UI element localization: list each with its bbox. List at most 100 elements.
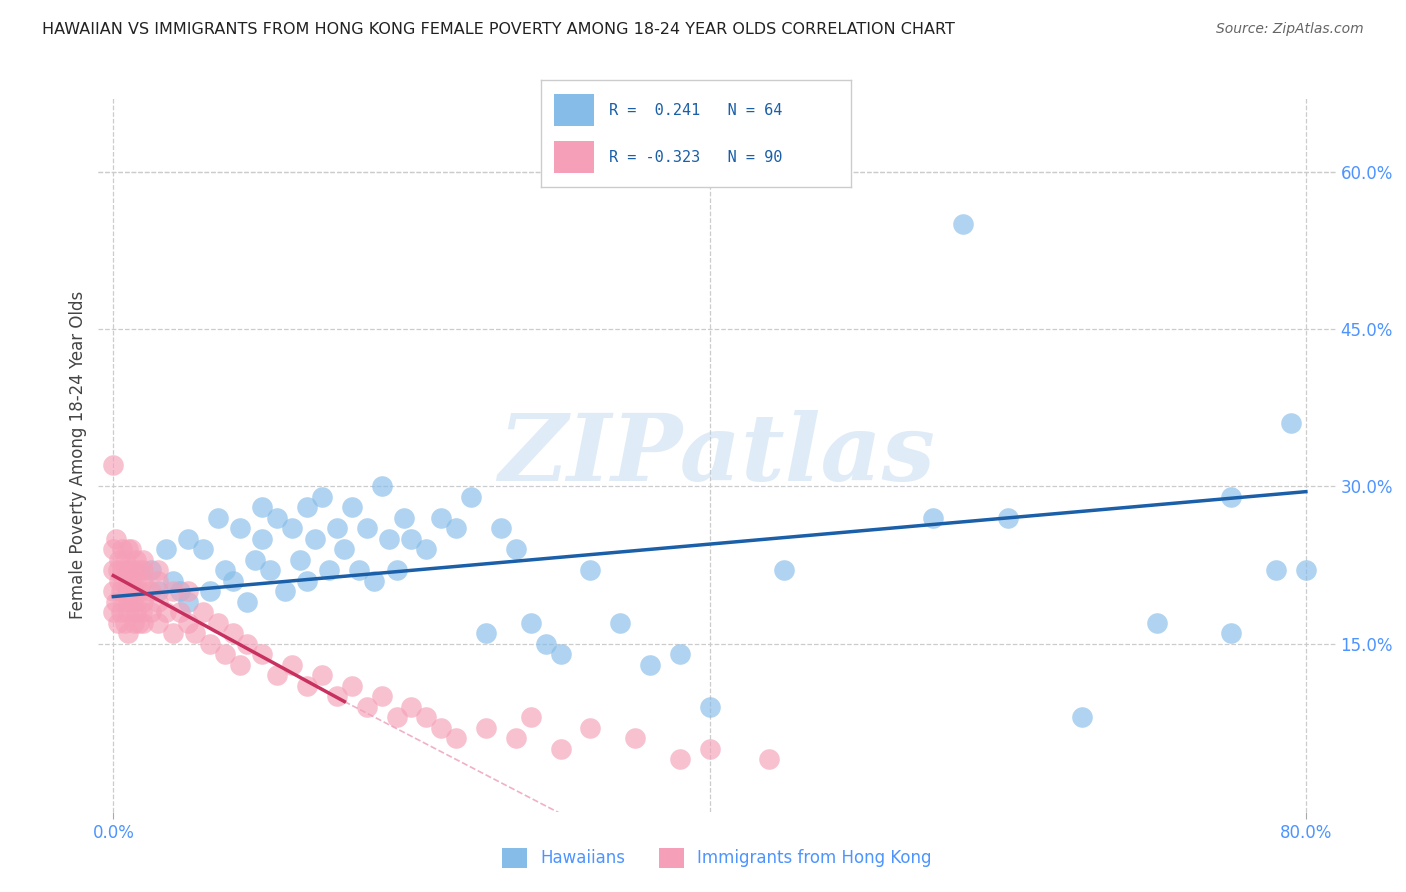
Point [281,521,304,535]
Point [117,605,139,619]
Point [162,584,184,599]
Point [105,532,128,546]
Point [132,563,155,577]
Point [115,584,138,599]
Point [125,605,148,619]
Point [475,721,498,735]
Point [1265,563,1288,577]
Point [243,553,266,567]
Point [112,574,135,588]
Text: R = -0.323   N = 90: R = -0.323 N = 90 [609,150,783,165]
Point [103,563,125,577]
Point [110,605,132,619]
Point [146,584,169,599]
Point [505,542,527,557]
Point [326,690,349,704]
Point [236,637,259,651]
Point [311,490,333,504]
Point [489,521,512,535]
Point [505,731,527,746]
Y-axis label: Female Poverty Among 18-24 Year Olds: Female Poverty Among 18-24 Year Olds [69,291,87,619]
Point [579,563,602,577]
Text: HAWAIIAN VS IMMIGRANTS FROM HONG KONG FEMALE POVERTY AMONG 18-24 YEAR OLDS CORRE: HAWAIIAN VS IMMIGRANTS FROM HONG KONG FE… [42,22,955,37]
Point [108,553,131,567]
Point [221,626,243,640]
Point [139,584,162,599]
Point [117,563,139,577]
Point [266,668,288,682]
Point [207,615,229,630]
Point [252,532,274,546]
Point [214,648,236,662]
Point [139,563,162,577]
Point [114,615,136,630]
Point [105,595,128,609]
Point [146,615,169,630]
Point [122,615,145,630]
Point [155,605,177,619]
Point [177,595,200,609]
Point [333,542,356,557]
Point [103,584,125,599]
Point [392,511,415,525]
Point [385,563,408,577]
Point [1146,615,1168,630]
Point [112,595,135,609]
Point [169,584,191,599]
Point [132,595,155,609]
Point [266,511,288,525]
Point [103,542,125,557]
Point [127,574,149,588]
Point [132,574,155,588]
Point [229,521,252,535]
Point [295,574,318,588]
Point [281,657,304,672]
Point [326,521,349,535]
Point [120,574,142,588]
Point [103,458,125,473]
Point [128,563,150,577]
Point [519,710,541,724]
Text: ZIPatlas: ZIPatlas [499,410,935,500]
Point [997,511,1019,525]
Point [107,563,129,577]
Point [108,574,131,588]
Point [699,699,721,714]
Point [221,574,243,588]
Point [259,563,281,577]
Point [191,542,214,557]
Point [125,553,148,567]
FancyBboxPatch shape [554,95,593,127]
Point [638,657,661,672]
Point [444,521,467,535]
Point [534,637,557,651]
Point [139,605,162,619]
Point [579,721,602,735]
Point [117,574,139,588]
Point [609,615,631,630]
Point [128,615,150,630]
Point [236,595,259,609]
Point [378,532,401,546]
Point [162,626,184,640]
Point [114,553,136,567]
Point [401,699,423,714]
Point [288,553,311,567]
Legend: Hawaiians, Immigrants from Hong Kong: Hawaiians, Immigrants from Hong Kong [496,841,938,875]
Point [111,563,134,577]
Point [415,542,437,557]
Point [1220,490,1243,504]
Point [295,679,318,693]
Point [131,605,153,619]
Point [117,595,139,609]
Text: R =  0.241   N = 64: R = 0.241 N = 64 [609,103,783,118]
Point [207,511,229,525]
Point [184,626,207,640]
Point [200,637,222,651]
Point [107,615,129,630]
Point [318,563,340,577]
Point [952,217,974,231]
Point [1295,563,1317,577]
Point [177,615,200,630]
Point [214,563,236,577]
